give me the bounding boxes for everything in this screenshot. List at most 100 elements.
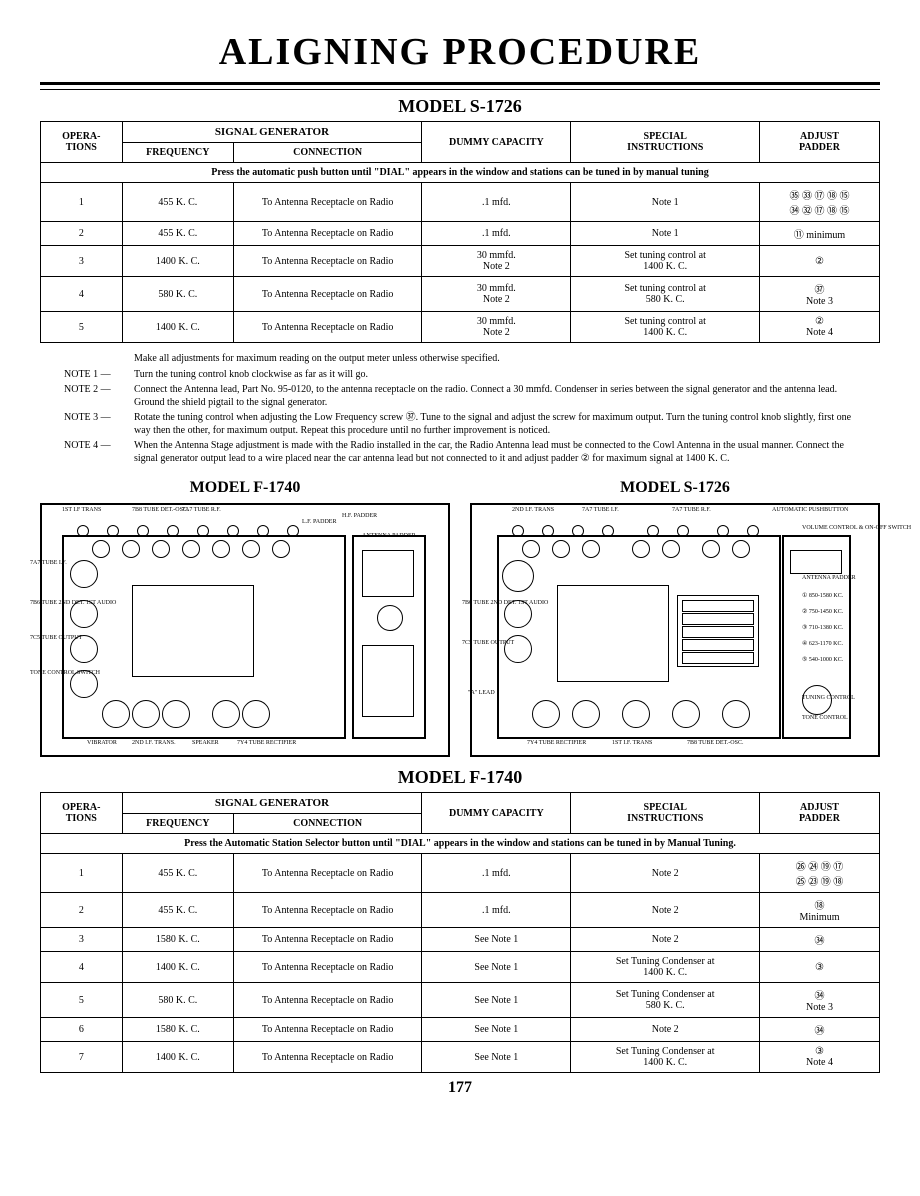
cell-freq: 455 K. C. bbox=[122, 854, 233, 893]
th-operations: OPERA-TIONS bbox=[41, 122, 123, 163]
diagram-shape bbox=[622, 700, 650, 728]
cell-op: 5 bbox=[41, 312, 123, 343]
table-row: 61580 K. C.To Antenna Receptacle on Radi… bbox=[41, 1018, 880, 1042]
cell-spec: Note 1 bbox=[571, 183, 760, 222]
cell-dummy: See Note 1 bbox=[422, 1018, 571, 1042]
diagram-shape bbox=[242, 540, 260, 558]
cell-dummy: .1 mfd. bbox=[422, 222, 571, 246]
diagram-s1726: 2ND I.F. TRANS7A7 TUBE I.F.7A7 TUBE R.F.… bbox=[470, 503, 880, 757]
diagram-shape bbox=[70, 635, 98, 663]
diagram-label: ② 750-1450 KC. bbox=[802, 609, 843, 615]
diagram-shape bbox=[362, 645, 414, 717]
cell-freq: 1580 K. C. bbox=[122, 928, 233, 952]
cell-dummy: See Note 1 bbox=[422, 952, 571, 983]
diagram-label: 7B8 TUBE DET.-OSC. bbox=[132, 507, 188, 513]
cell-freq: 580 K. C. bbox=[122, 983, 233, 1018]
diagram-shape bbox=[122, 540, 140, 558]
diagram-shape bbox=[682, 613, 754, 625]
diagrams-row: MODEL F-1740 1ST I.F TRANS7B8 TUBE DET.-… bbox=[40, 479, 880, 757]
table-row: 1455 K. C.To Antenna Receptacle on Radio… bbox=[41, 183, 880, 222]
cell-conn: To Antenna Receptacle on Radio bbox=[234, 952, 422, 983]
cell-conn: To Antenna Receptacle on Radio bbox=[234, 1018, 422, 1042]
diagram-shape bbox=[522, 540, 540, 558]
th-signal-generator: SIGNAL GENERATOR bbox=[122, 122, 422, 143]
th-connection: CONNECTION bbox=[234, 143, 422, 163]
table-row: 1455 K. C.To Antenna Receptacle on Radio… bbox=[41, 854, 880, 893]
cell-spec: Set Tuning Condenser at580 K. C. bbox=[571, 983, 760, 1018]
diagram-shape bbox=[227, 525, 239, 537]
cell-pad: ㊲Note 3 bbox=[759, 277, 879, 312]
th-dummy-2: DUMMY CAPACITY bbox=[422, 793, 571, 834]
model-s1726-heading: MODEL S-1726 bbox=[40, 96, 880, 117]
diagram-shape bbox=[552, 540, 570, 558]
table-row: 41400 K. C.To Antenna Receptacle on Radi… bbox=[41, 952, 880, 983]
diagram-shape bbox=[647, 525, 659, 537]
diagram-shape bbox=[682, 652, 754, 664]
th-special-2: SPECIALINSTRUCTIONS bbox=[571, 793, 760, 834]
diagram-shape bbox=[722, 700, 750, 728]
diagram-shape bbox=[582, 540, 600, 558]
cell-dummy: See Note 1 bbox=[422, 928, 571, 952]
table-row: 31400 K. C.To Antenna Receptacle on Radi… bbox=[41, 246, 880, 277]
cell-spec: Note 2 bbox=[571, 854, 760, 893]
diagram-label: 1ST I.F. TRANS bbox=[612, 740, 652, 746]
diagram-label: H.F. PADDER bbox=[342, 513, 377, 519]
table-f1740: OPERA-TIONS SIGNAL GENERATOR DUMMY CAPAC… bbox=[40, 792, 880, 1073]
cell-conn: To Antenna Receptacle on Radio bbox=[234, 312, 422, 343]
diagram-shape bbox=[197, 525, 209, 537]
cell-dummy: .1 mfd. bbox=[422, 183, 571, 222]
diagram-shape bbox=[732, 540, 750, 558]
diagram-shape bbox=[107, 525, 119, 537]
cell-op: 4 bbox=[41, 952, 123, 983]
diagram-label: 7A7 TUBE R.F. bbox=[672, 507, 711, 513]
cell-spec: Set tuning control at1400 K. C. bbox=[571, 312, 760, 343]
diagram-shape bbox=[672, 700, 700, 728]
th-dummy: DUMMY CAPACITY bbox=[422, 122, 571, 163]
diagram-label: 2ND I.F. TRANS bbox=[512, 507, 554, 513]
diagram-shape bbox=[532, 700, 560, 728]
th-frequency-2: FREQUENCY bbox=[122, 814, 233, 834]
cell-op: 1 bbox=[41, 183, 123, 222]
diagram-label: AUTOMATIC PUSHBUTTON bbox=[772, 507, 848, 513]
table-row: 4580 K. C.To Antenna Receptacle on Radio… bbox=[41, 277, 880, 312]
diagram-shape bbox=[92, 540, 110, 558]
diagram-shape bbox=[137, 525, 149, 537]
cell-pad: ㉞ bbox=[759, 1018, 879, 1042]
th-signal-generator-2: SIGNAL GENERATOR bbox=[122, 793, 422, 814]
diagram-label: "A" LEAD bbox=[468, 690, 495, 696]
diagram-label: ⑤ 540-1000 KC. bbox=[802, 657, 843, 663]
cell-spec: Note 2 bbox=[571, 1018, 760, 1042]
cell-conn: To Antenna Receptacle on Radio bbox=[234, 222, 422, 246]
cell-spec: Set Tuning Condenser at1400 K. C. bbox=[571, 1042, 760, 1073]
diagram-label: ANTENNA PADDER bbox=[802, 575, 856, 581]
cell-dummy: 30 mmfd.Note 2 bbox=[422, 277, 571, 312]
diagram-shape bbox=[602, 525, 614, 537]
diagram-label: VIBRATOR bbox=[87, 740, 117, 746]
title-rule bbox=[40, 82, 880, 90]
diagram-shape bbox=[504, 635, 532, 663]
cell-op: 3 bbox=[41, 246, 123, 277]
cell-freq: 580 K. C. bbox=[122, 277, 233, 312]
th-operations-2: OPERA-TIONS bbox=[41, 793, 123, 834]
page-number: 177 bbox=[40, 1079, 880, 1097]
cell-op: 4 bbox=[41, 277, 123, 312]
diagram-shape bbox=[717, 525, 729, 537]
th-padder-2: ADJUSTPADDER bbox=[759, 793, 879, 834]
cell-conn: To Antenna Receptacle on Radio bbox=[234, 854, 422, 893]
diagram-label: 7B6 TUBE 2ND DET. 1ST AUDIO bbox=[462, 600, 548, 606]
diagram-shape bbox=[662, 540, 680, 558]
banner-f1740: Press the Automatic Station Selector but… bbox=[41, 834, 880, 854]
diagram-label: 7B8 TUBE DET.-OSC. bbox=[687, 740, 743, 746]
diagram-shape bbox=[802, 685, 832, 715]
cell-spec: Set Tuning Condenser at1400 K. C. bbox=[571, 952, 760, 983]
diagram-label: ANTENNA PADDER bbox=[362, 533, 416, 539]
diagram-shape bbox=[682, 626, 754, 638]
cell-conn: To Antenna Receptacle on Radio bbox=[234, 183, 422, 222]
cell-op: 7 bbox=[41, 1042, 123, 1073]
th-padder: ADJUSTPADDER bbox=[759, 122, 879, 163]
diagram-shape bbox=[212, 700, 240, 728]
diagram-shape bbox=[362, 550, 414, 597]
diagram-f1740-title: MODEL F-1740 bbox=[40, 479, 450, 497]
cell-spec: Note 2 bbox=[571, 893, 760, 928]
diagram-shape bbox=[70, 600, 98, 628]
